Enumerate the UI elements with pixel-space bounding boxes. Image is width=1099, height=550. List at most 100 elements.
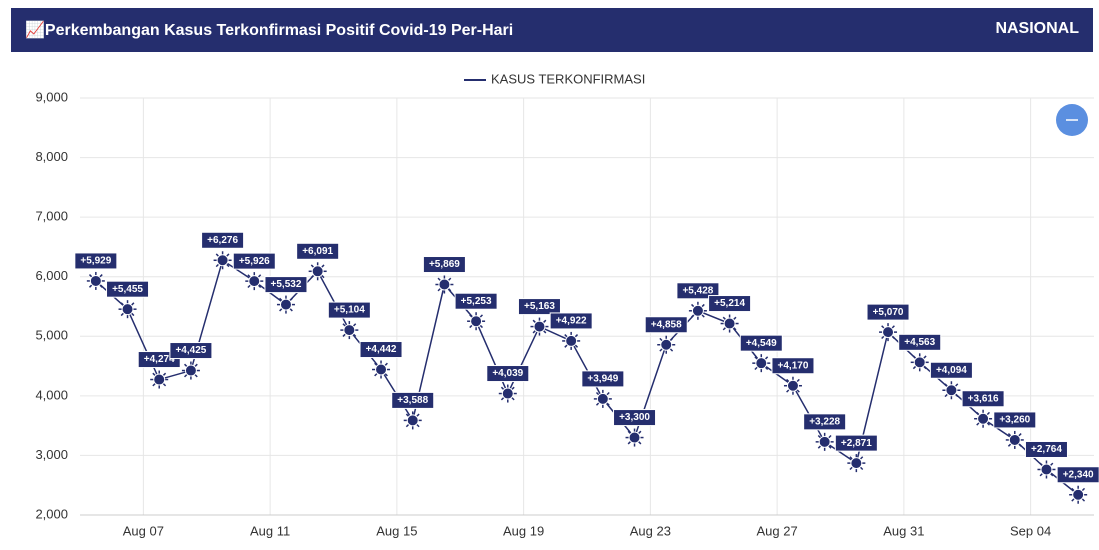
x-tick-label: Aug 15 [376, 523, 417, 538]
virus-marker [1069, 485, 1088, 504]
marker-body [343, 324, 356, 337]
label-box [993, 411, 1037, 429]
label-box [232, 252, 276, 270]
value-label: +2,871 [841, 438, 872, 449]
label-box [929, 361, 973, 379]
marker-body [89, 274, 102, 287]
y-tick-label: 4,000 [35, 387, 68, 402]
virus-marker [657, 335, 676, 354]
x-tick-label: Aug 07 [123, 523, 164, 538]
marker-body [723, 317, 736, 330]
marker-body [1040, 463, 1053, 476]
virus-marker [815, 432, 834, 451]
value-label: +2,764 [1031, 444, 1062, 455]
label-box [359, 341, 403, 359]
x-tick-label: Aug 31 [883, 523, 924, 538]
marker-body [311, 265, 324, 278]
value-label: +5,104 [334, 305, 365, 316]
label-box [803, 413, 847, 431]
region: NASIONAL [995, 20, 1079, 37]
virus-marker [625, 428, 644, 447]
value-label: +4,442 [366, 344, 397, 355]
x-tick-label: Sep 04 [1010, 523, 1051, 538]
marker-body [628, 431, 641, 444]
virus-marker [340, 321, 359, 340]
marker-body [153, 373, 166, 386]
virus-marker [498, 384, 517, 403]
legend-label: KASUS TERKONFIRMASI [491, 71, 645, 86]
marker-body [248, 275, 261, 288]
virus-marker [942, 381, 961, 400]
label-box [866, 303, 910, 321]
label-box [201, 231, 245, 249]
virus-marker [86, 271, 105, 290]
value-label: +4,549 [746, 338, 777, 349]
x-tick-label: Aug 11 [250, 523, 290, 538]
value-label: +5,214 [714, 298, 745, 309]
virus-marker [847, 454, 866, 473]
x-tick-label: Aug 19 [503, 523, 544, 538]
value-label: +3,616 [968, 393, 999, 404]
y-tick-label: 5,000 [35, 328, 68, 343]
virus-marker [688, 301, 707, 320]
marker-body [786, 379, 799, 392]
y-tick-label: 9,000 [35, 89, 68, 104]
marker-body [406, 414, 419, 427]
marker-body [533, 320, 546, 333]
virus-marker [910, 353, 929, 372]
virus-marker [213, 251, 232, 270]
value-label: +4,922 [556, 316, 587, 327]
value-label: +5,455 [112, 284, 143, 295]
marker-body [501, 387, 514, 400]
marker-body [660, 338, 673, 351]
virus-marker [593, 389, 612, 408]
marker-body [470, 315, 483, 328]
virus-marker [783, 376, 802, 395]
marker-body [850, 457, 863, 470]
virus-marker [435, 275, 454, 294]
virus-marker [879, 323, 898, 342]
x-tick-label: Aug 27 [757, 523, 798, 538]
value-label: +5,926 [239, 256, 270, 267]
value-label: +5,929 [80, 256, 111, 267]
title-text: Perkembangan Kasus Terkonfirmasi Positif… [44, 22, 514, 39]
value-label: +3,300 [619, 412, 650, 423]
virus-marker [276, 295, 295, 314]
y-tick-label: 6,000 [35, 268, 68, 283]
marker-body [279, 298, 292, 311]
value-label: +3,260 [999, 415, 1030, 426]
label-box [517, 298, 561, 316]
value-label: +5,869 [429, 259, 460, 270]
value-label: +3,949 [587, 374, 618, 385]
marker-body [691, 304, 704, 317]
marker-body [945, 384, 958, 397]
label-box [391, 391, 435, 409]
header-title: 📈Perkembangan Kasus Terkonfirmasi Positi… [25, 22, 514, 39]
marker-body [882, 326, 895, 339]
marker-body [375, 363, 388, 376]
virus-marker [150, 370, 169, 389]
marker-body [977, 412, 990, 425]
virus-marker [562, 331, 581, 350]
label-box [1056, 466, 1099, 484]
header: 📈Perkembangan Kasus Terkonfirmasi Positi… [11, 8, 1093, 52]
virus-marker [752, 354, 771, 373]
value-label: +4,094 [936, 365, 967, 376]
virus-marker [467, 312, 486, 331]
virus-marker [181, 361, 200, 380]
virus-marker [245, 272, 264, 291]
y-tick-label: 7,000 [35, 209, 68, 224]
marker-body [216, 254, 229, 267]
label-box [771, 357, 815, 375]
virus-marker [530, 317, 549, 336]
y-tick-label: 2,000 [35, 506, 68, 521]
marker-body [913, 356, 926, 369]
label-box [549, 312, 593, 330]
label-box [834, 434, 878, 452]
value-label: +5,163 [524, 301, 555, 312]
virus-marker [308, 262, 327, 281]
label-box [961, 390, 1005, 408]
y-tick-label: 3,000 [35, 447, 68, 462]
value-label: +6,091 [302, 246, 333, 257]
